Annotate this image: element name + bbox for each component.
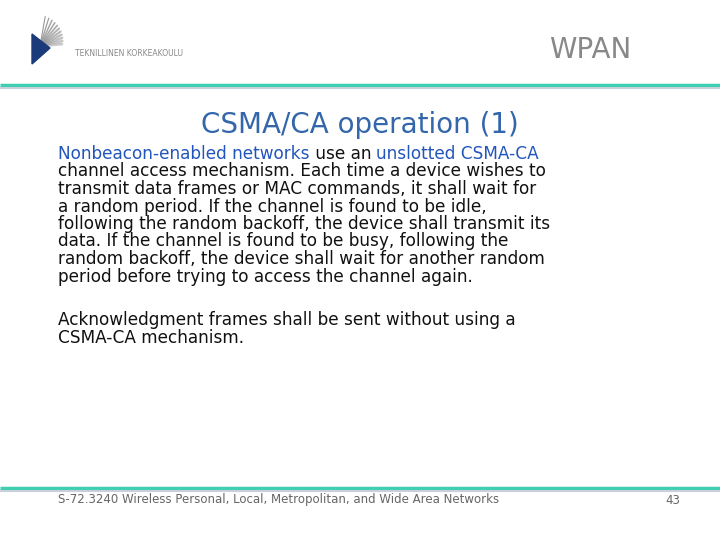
Text: WPAN: WPAN: [549, 36, 631, 64]
Text: 43: 43: [665, 494, 680, 507]
Text: Acknowledgment frames shall be sent without using a: Acknowledgment frames shall be sent with…: [58, 311, 516, 329]
Text: transmit data frames or MAC commands, it shall wait for: transmit data frames or MAC commands, it…: [58, 180, 536, 198]
Text: a random period. If the channel is found to be idle,: a random period. If the channel is found…: [58, 198, 487, 215]
Polygon shape: [32, 34, 50, 64]
Text: CSMA-CA mechanism.: CSMA-CA mechanism.: [58, 329, 244, 347]
Text: Nonbeacon-enabled networks: Nonbeacon-enabled networks: [58, 145, 310, 163]
Text: CSMA/CA operation (1): CSMA/CA operation (1): [201, 111, 519, 139]
Text: unslotted CSMA-CA: unslotted CSMA-CA: [377, 145, 539, 163]
Text: random backoff, the device shall wait for another random: random backoff, the device shall wait fo…: [58, 250, 545, 268]
Text: TEKNILLINEN KORKEAKOULU: TEKNILLINEN KORKEAKOULU: [75, 50, 183, 58]
Text: use an: use an: [310, 145, 377, 163]
Text: following the random backoff, the device shall transmit its: following the random backoff, the device…: [58, 215, 550, 233]
Text: period before trying to access the channel again.: period before trying to access the chann…: [58, 267, 473, 286]
Text: channel access mechanism. Each time a device wishes to: channel access mechanism. Each time a de…: [58, 163, 546, 180]
Text: data. If the channel is found to be busy, following the: data. If the channel is found to be busy…: [58, 233, 508, 251]
Text: S-72.3240 Wireless Personal, Local, Metropolitan, and Wide Area Networks: S-72.3240 Wireless Personal, Local, Metr…: [58, 494, 499, 507]
